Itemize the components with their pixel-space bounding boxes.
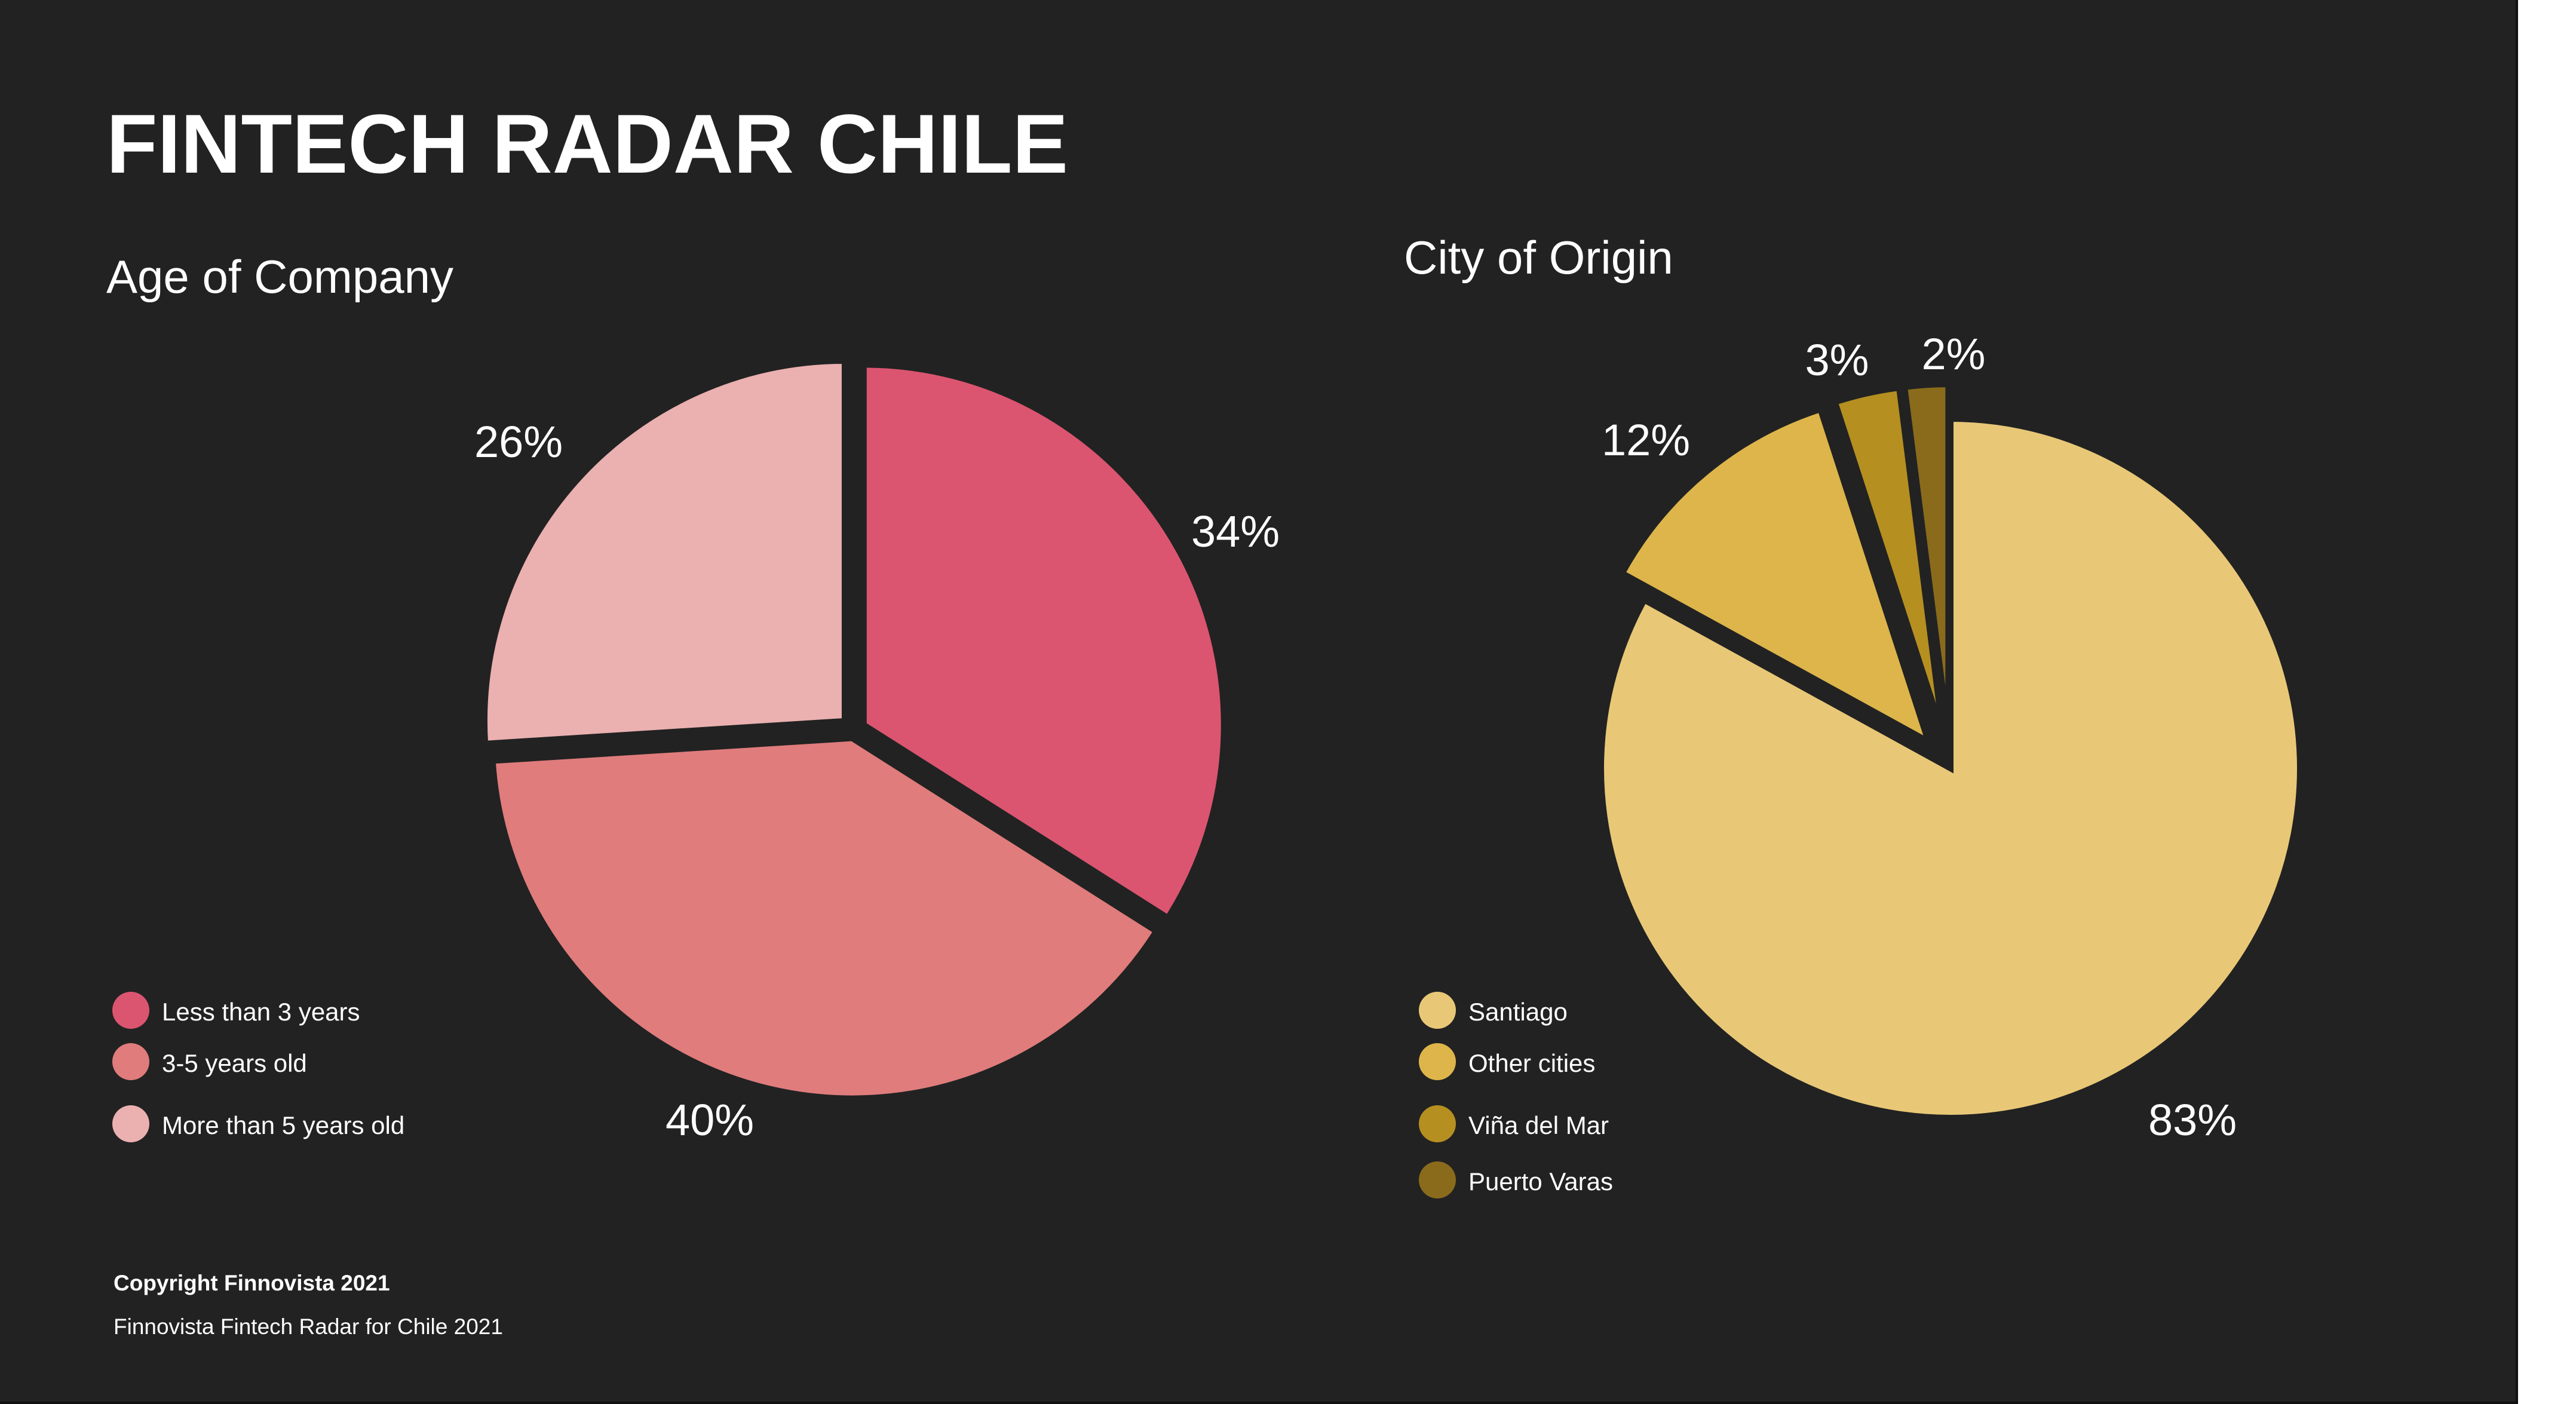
pie-slice xyxy=(481,357,848,747)
city-of-origin-pie: 83% 12% 3% 2% xyxy=(1598,329,2303,1145)
slice-percent-label: 40% xyxy=(666,1095,754,1145)
pie-slice xyxy=(1598,415,2303,1121)
pie-slice xyxy=(1901,381,1952,734)
slice-percent-label: 12% xyxy=(1602,415,1690,465)
legend-swatch xyxy=(112,1043,149,1080)
legend-label: More than 5 years old xyxy=(162,1111,405,1139)
dashboard-panel: FINTECH RADAR CHILE Age of Company City … xyxy=(0,0,2518,1404)
slice-percent-label: 26% xyxy=(474,417,563,467)
age-chart-title: Age of Company xyxy=(106,250,454,303)
legend-label: Viña del Mar xyxy=(1468,1111,1609,1139)
slice-percent-label: 3% xyxy=(1805,335,1869,385)
city-chart-title: City of Origin xyxy=(1404,231,1673,284)
pie-slice xyxy=(489,735,1161,1102)
legend-swatch xyxy=(112,992,149,1029)
pie-slice xyxy=(1831,384,1946,735)
pie-slice xyxy=(860,361,1227,922)
slice-percent-label: 2% xyxy=(1922,329,1986,379)
age-of-company-pie: 34% 40% 26% xyxy=(474,357,1280,1145)
legend-label: Puerto Varas xyxy=(1468,1167,1614,1195)
legend-swatch xyxy=(112,1105,149,1142)
legend-swatch xyxy=(1419,1043,1456,1080)
legend-swatch xyxy=(1419,992,1456,1029)
legend-label: Other cities xyxy=(1468,1049,1596,1077)
slice-percent-label: 34% xyxy=(1191,507,1280,556)
legend-label: Santiago xyxy=(1468,998,1568,1026)
legend-swatch xyxy=(1419,1105,1456,1142)
legend-label: 3-5 years old xyxy=(162,1049,307,1077)
slice-percent-label: 83% xyxy=(2148,1095,2237,1145)
page-title: FINTECH RADAR CHILE xyxy=(106,97,1068,191)
legend-label: Less than 3 years xyxy=(162,998,360,1026)
copyright-text: Copyright Finnovista 2021 xyxy=(114,1271,390,1295)
pie-slice xyxy=(1618,405,1934,748)
source-text: Finnovista Fintech Radar for Chile 2021 xyxy=(114,1314,503,1339)
legend-swatch xyxy=(1419,1161,1456,1198)
